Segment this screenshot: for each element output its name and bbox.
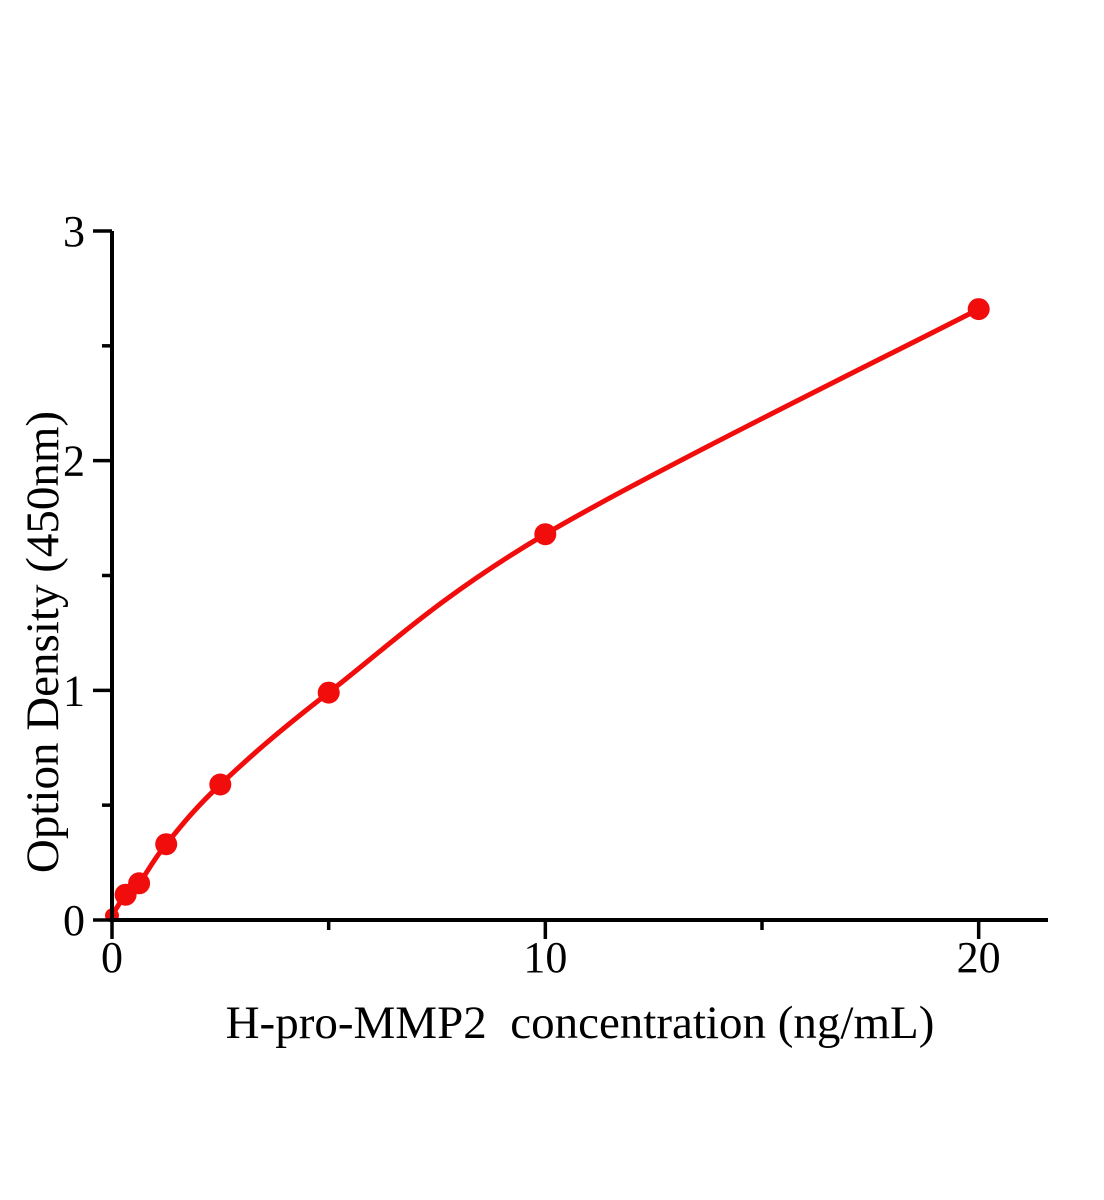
x-axis-tick-label: 20 — [957, 933, 1001, 982]
series-line — [109, 306, 982, 918]
y-axis-title: Option Density (450nm) — [17, 411, 69, 873]
y-axis-tick-label: 1 — [63, 666, 85, 715]
data-point — [317, 681, 340, 704]
x-axis-tick-label: 10 — [523, 933, 567, 982]
data-point — [534, 523, 557, 546]
data-point — [209, 773, 232, 796]
plot-root: 0 10 20 0 1 2 3 — [63, 207, 1048, 982]
y-axis-tick-label: 3 — [63, 207, 85, 256]
data-point — [967, 298, 990, 321]
data-point — [155, 833, 178, 856]
axis-spines — [110, 231, 1048, 922]
y-axis-tick-label: 2 — [63, 437, 85, 486]
x-axis-title: H-pro-MMP2 concentration (ng/mL) — [226, 997, 935, 1049]
x-axis-tick-label: 0 — [101, 933, 123, 982]
data-point — [128, 872, 151, 895]
y-axis-tick-label: 0 — [63, 896, 85, 945]
